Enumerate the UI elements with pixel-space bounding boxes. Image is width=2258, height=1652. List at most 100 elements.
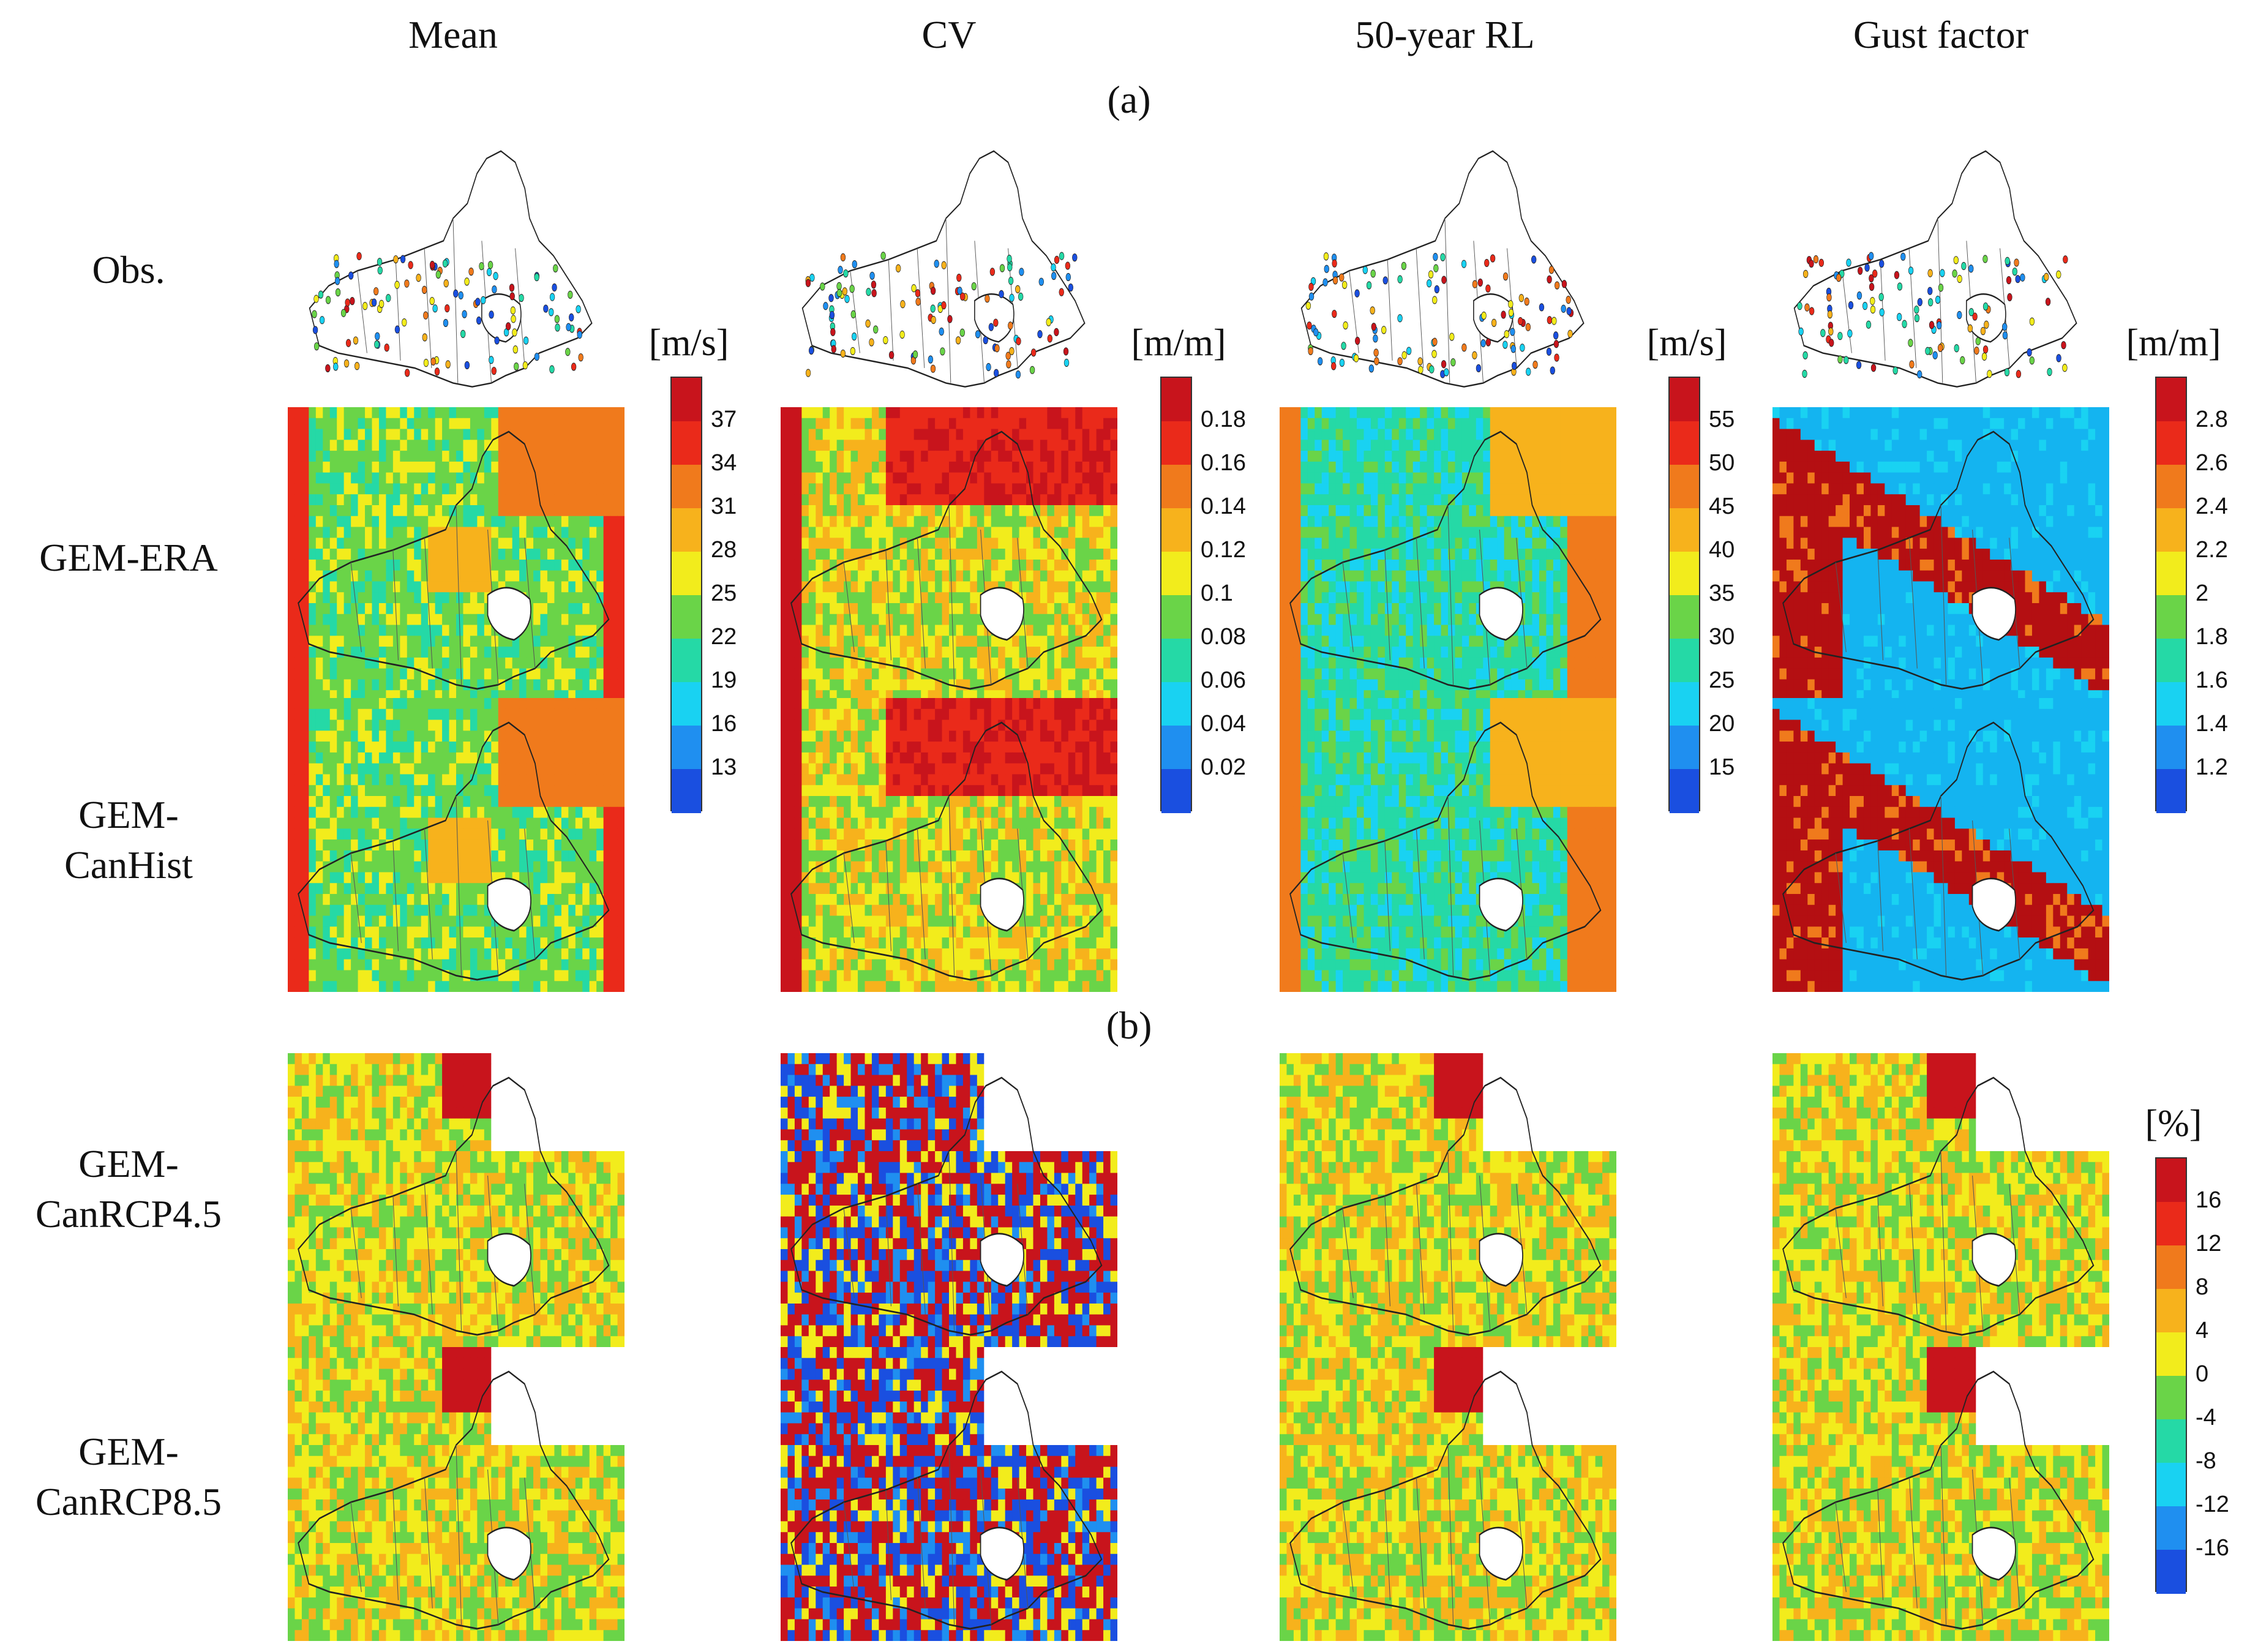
colorbar-tick-label: 30 [1709, 624, 1735, 650]
model-map-era-1 [288, 407, 625, 701]
colorbar-segment [1161, 421, 1191, 465]
colorbar-tick-label: 0.14 [1201, 494, 1246, 520]
colorbar-tick-label: 37 [711, 407, 737, 433]
colorbar-tick-label: 1.6 [2196, 667, 2228, 694]
colorbar-segment [672, 552, 701, 596]
colorbar-tick-label: 2 [2196, 580, 2208, 607]
colorbar-segment [1670, 465, 1699, 509]
colorbar-4 [2155, 377, 2187, 813]
colorbar-tick-label: 40 [1709, 537, 1735, 563]
colorbar-segment [2156, 421, 2186, 465]
change-map-rcp85-2 [781, 1347, 1117, 1641]
colorbar-segment [1670, 726, 1699, 770]
colorbar-segment [2156, 1506, 2186, 1550]
column-title-cv: CV [790, 12, 1108, 58]
colorbar-segment [1670, 508, 1699, 552]
model-map-era-3 [1280, 407, 1616, 701]
colorbar-tick-label: 55 [1709, 407, 1735, 433]
colorbar-segment [672, 595, 701, 639]
colorbar-3 [1668, 377, 1700, 813]
colorbar-tick-label: 2.2 [2196, 537, 2228, 563]
colorbar-segment [2156, 1376, 2186, 1420]
change-map-rcp85-1 [288, 1347, 625, 1641]
change-map-rcp45-4 [1772, 1053, 2109, 1347]
row-label-line-2: CanRCP4.5 [12, 1189, 245, 1239]
colorbar-segment [2156, 1550, 2186, 1594]
colorbar-segment [2156, 1332, 2186, 1376]
obs-map-2 [801, 150, 1086, 388]
colorbar-tick-label: 0.06 [1201, 667, 1246, 694]
colorbar-segment [672, 769, 701, 813]
model-map-era-4 [1772, 407, 2109, 701]
colorbar-tick-label: 2.4 [2196, 494, 2228, 520]
colorbar-tick-label: 1.8 [2196, 624, 2228, 650]
colorbar-tick-label: 35 [1709, 580, 1735, 607]
colorbar-segment [1670, 378, 1699, 422]
colorbar-tick-label: 34 [711, 450, 737, 476]
colorbar-segment [672, 465, 701, 509]
colorbar-tick-label: 2.8 [2196, 407, 2228, 433]
colorbar-unit-2: [m/m] [1111, 321, 1246, 365]
obs-map-3 [1300, 150, 1585, 388]
row-label-line-1: GEM- [12, 790, 245, 840]
colorbar-tick-label: 16 [2196, 1187, 2221, 1214]
colorbar-segment [1161, 378, 1191, 422]
column-title-mean: Mean [294, 12, 612, 58]
colorbar-tick-label: -16 [2196, 1535, 2229, 1561]
colorbar-tick-label: 45 [1709, 494, 1735, 520]
colorbar-tick-label: 0.18 [1201, 407, 1246, 433]
column-title-gust-factor: Gust factor [1782, 12, 2100, 58]
colorbar-segment [2156, 508, 2186, 552]
colorbar-segment [2156, 769, 2186, 813]
colorbar-unit-5: [%] [2106, 1102, 2241, 1146]
change-map-rcp45-3 [1280, 1053, 1616, 1347]
colorbar-5 [2155, 1157, 2187, 1594]
model-map-canhist-1 [288, 698, 625, 992]
colorbar-tick-label: 16 [711, 711, 737, 737]
colorbar-tick-label: 1.4 [2196, 711, 2228, 737]
row-label-line-1: GEM- [12, 1139, 245, 1189]
model-map-canhist-3 [1280, 698, 1616, 992]
model-map-canhist-4 [1772, 698, 2109, 992]
colorbar-segment [672, 421, 701, 465]
colorbar-segment [672, 378, 701, 422]
obs-map-4 [1793, 150, 2077, 388]
colorbar-segment [672, 508, 701, 552]
colorbar-tick-label: 0.04 [1201, 711, 1246, 737]
colorbar-tick-label: 31 [711, 494, 737, 520]
colorbar-segment [672, 639, 701, 683]
change-map-rcp85-4 [1772, 1347, 2109, 1641]
colorbar-segment [2156, 552, 2186, 596]
colorbar-segment [2156, 1419, 2186, 1463]
colorbar-tick-label: -4 [2196, 1405, 2216, 1431]
change-map-rcp85-3 [1280, 1347, 1616, 1641]
colorbar-segment [1161, 552, 1191, 596]
colorbar-segment [1161, 508, 1191, 552]
colorbar-segment [2156, 378, 2186, 422]
model-map-canhist-2 [781, 698, 1117, 992]
colorbar-tick-label: 0.1 [1201, 580, 1233, 607]
change-map-rcp45-2 [781, 1053, 1117, 1347]
row-label-line-1: GEM- [12, 1427, 245, 1477]
colorbar-segment [2156, 639, 2186, 683]
panel-label-b: (b) [1092, 1003, 1166, 1048]
colorbar-segment [2156, 1463, 2186, 1507]
colorbar-tick-label: 4 [2196, 1318, 2208, 1344]
colorbar-segment [1670, 639, 1699, 683]
colorbar-segment [2156, 595, 2186, 639]
colorbar-tick-label: -12 [2196, 1492, 2229, 1518]
colorbar-tick-label: 12 [2196, 1231, 2221, 1257]
colorbar-segment [1670, 769, 1699, 813]
colorbar-tick-label: 15 [1709, 754, 1735, 781]
colorbar-segment [2156, 682, 2186, 726]
row-label-gem-canhist: GEM- CanHist [12, 790, 245, 890]
colorbar-segment [1670, 595, 1699, 639]
colorbar-unit-3: [m/s] [1619, 321, 1754, 365]
colorbar-tick-label: 13 [711, 754, 737, 781]
colorbar-tick-label: 22 [711, 624, 737, 650]
colorbar-segment [2156, 1245, 2186, 1290]
column-title-50yr-rl: 50-year RL [1286, 12, 1604, 58]
row-label-gem-era: GEM-ERA [12, 533, 245, 583]
row-label-gem-canrcp45: GEM- CanRCP4.5 [12, 1139, 245, 1239]
colorbar-1 [670, 377, 702, 813]
